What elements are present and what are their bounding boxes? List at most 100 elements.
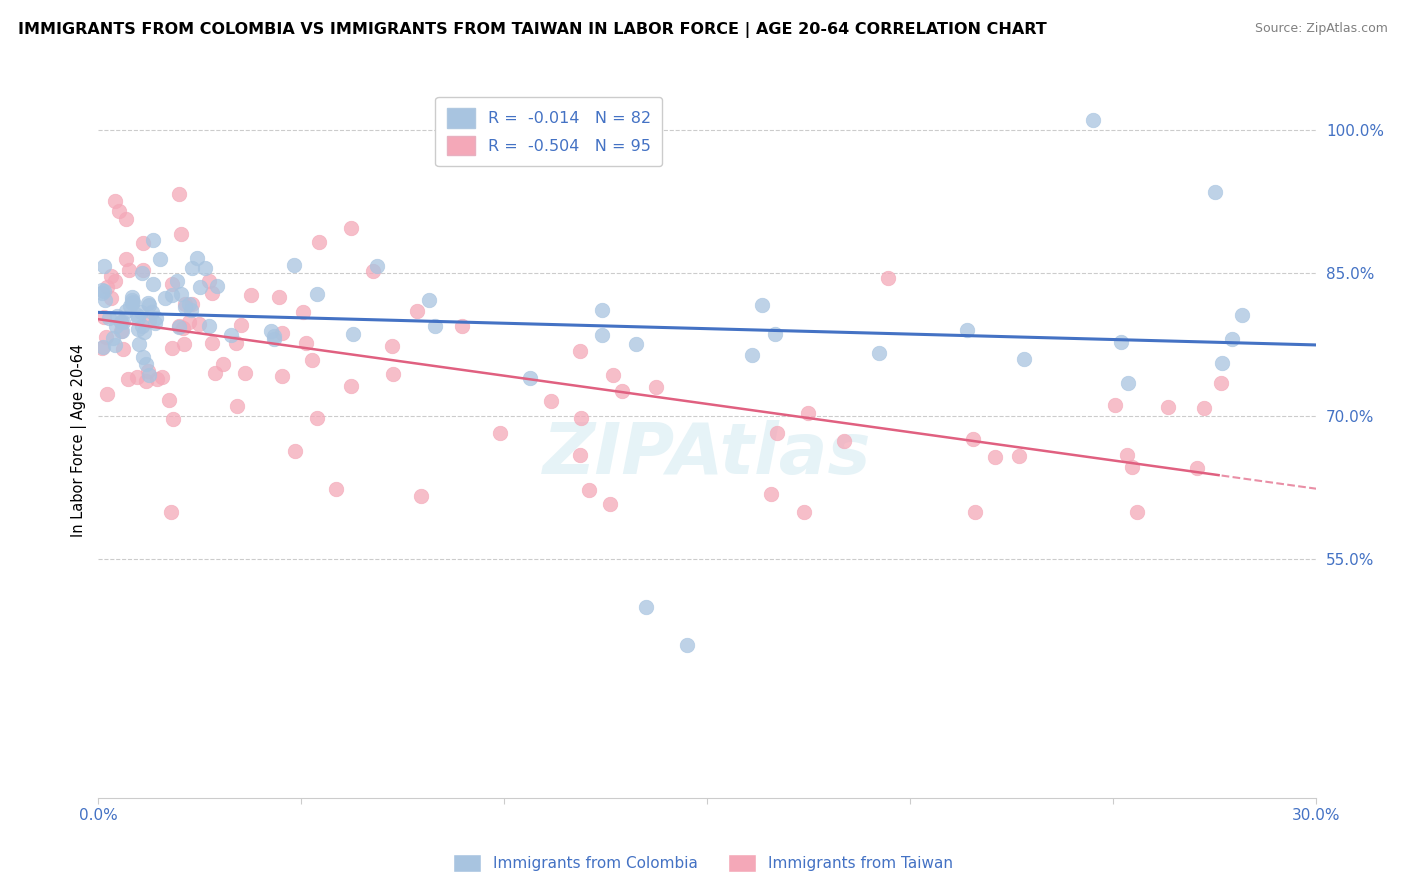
Point <box>295 336 318 351</box>
Point <box>186 251 208 265</box>
Point <box>204 366 226 380</box>
Point <box>363 264 385 278</box>
Point <box>1104 398 1126 412</box>
Point <box>110 324 132 338</box>
Point <box>1121 460 1143 475</box>
Point <box>91 341 114 355</box>
Point <box>956 323 979 337</box>
Point <box>169 227 191 242</box>
Point <box>174 300 197 314</box>
Point <box>599 497 621 511</box>
Point <box>104 274 127 288</box>
Point <box>93 310 115 325</box>
Point <box>602 368 624 382</box>
Point <box>115 303 138 318</box>
Point <box>181 297 204 311</box>
Point <box>868 346 890 360</box>
Point <box>233 366 256 380</box>
Point <box>101 330 124 344</box>
Point <box>405 304 427 318</box>
Point <box>797 406 820 420</box>
Point <box>177 316 200 330</box>
Point <box>131 318 153 333</box>
Point <box>636 600 658 615</box>
Point <box>132 263 155 277</box>
Point <box>568 343 591 358</box>
Point <box>110 315 132 329</box>
Point <box>96 279 118 293</box>
Point <box>136 296 159 310</box>
Point <box>766 425 789 440</box>
Point <box>132 350 155 364</box>
Point <box>229 318 252 333</box>
Point <box>115 252 138 266</box>
Point <box>172 321 194 335</box>
Point <box>423 318 446 333</box>
Point <box>291 305 314 319</box>
Point <box>962 432 984 446</box>
Point <box>221 328 243 343</box>
Point <box>1187 461 1209 475</box>
Point <box>93 259 115 273</box>
Point <box>270 368 292 383</box>
Point <box>145 311 167 326</box>
Point <box>127 308 149 322</box>
Point <box>207 279 229 293</box>
Point <box>122 295 145 310</box>
Point <box>155 291 177 305</box>
Point <box>1204 185 1226 199</box>
Point <box>120 299 142 313</box>
Point <box>93 285 115 299</box>
Point <box>519 371 541 385</box>
Point <box>107 203 129 218</box>
Point <box>676 638 699 652</box>
Point <box>239 288 262 302</box>
Point <box>381 339 404 353</box>
Point <box>167 187 190 202</box>
Point <box>173 337 195 351</box>
Point <box>1116 376 1139 391</box>
Point <box>201 286 224 301</box>
Point <box>181 260 204 275</box>
Point <box>129 305 152 319</box>
Point <box>188 280 211 294</box>
Point <box>170 287 193 301</box>
Point <box>418 293 440 307</box>
Point <box>134 325 156 339</box>
Point <box>174 296 197 310</box>
Point <box>167 320 190 334</box>
Point <box>307 286 329 301</box>
Point <box>121 293 143 307</box>
Point <box>325 482 347 496</box>
Point <box>1115 448 1137 462</box>
Point <box>450 318 472 333</box>
Point <box>260 324 283 338</box>
Point <box>340 221 363 235</box>
Point <box>194 261 217 276</box>
Point <box>100 269 122 284</box>
Point <box>121 290 143 304</box>
Point <box>146 371 169 385</box>
Point <box>540 393 562 408</box>
Point <box>342 326 364 341</box>
Point <box>141 304 163 318</box>
Point <box>142 277 165 291</box>
Point <box>741 348 763 362</box>
Point <box>301 352 323 367</box>
Point <box>225 336 247 351</box>
Point <box>1194 401 1216 415</box>
Point <box>94 293 117 307</box>
Point <box>167 319 190 334</box>
Point <box>1109 334 1132 349</box>
Legend: Immigrants from Colombia, Immigrants from Taiwan: Immigrants from Colombia, Immigrants fro… <box>446 846 960 880</box>
Point <box>212 357 235 371</box>
Point <box>263 329 285 343</box>
Point <box>263 332 285 346</box>
Point <box>157 392 180 407</box>
Point <box>340 379 363 393</box>
Point <box>160 277 183 291</box>
Point <box>1007 449 1029 463</box>
Point <box>127 370 149 384</box>
Point <box>578 483 600 497</box>
Point <box>115 212 138 227</box>
